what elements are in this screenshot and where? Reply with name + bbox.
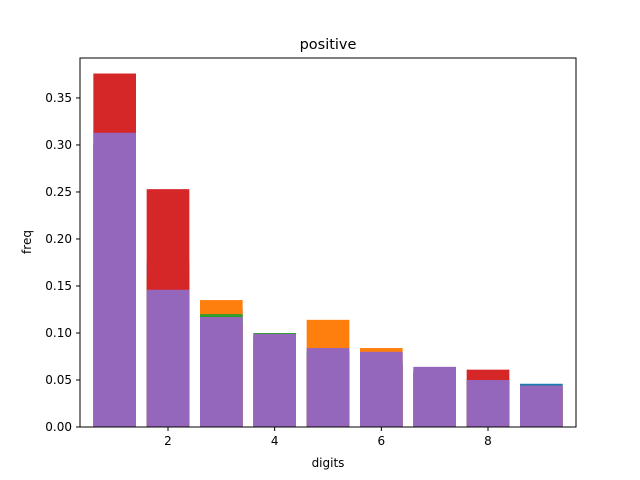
chart-title: positive [300, 37, 357, 53]
y-tick-label: 0.25 [45, 185, 72, 199]
y-tick-label: 0.20 [45, 232, 72, 246]
x-tick-label: 2 [164, 434, 172, 448]
bar-series-5-digit-3 [200, 317, 243, 427]
bar-series-5-digit-7 [413, 366, 456, 427]
x-axis-ticks: 2 4 6 8 [164, 427, 492, 448]
y-tick-label: 0.15 [45, 279, 72, 293]
x-tick-label: 8 [484, 434, 492, 448]
x-axis-label: digits [312, 456, 345, 470]
bar-series-5-digit-8 [466, 379, 510, 427]
bar-series-5-digit-1 [93, 132, 136, 428]
x-tick-label: 6 [378, 434, 386, 448]
y-tick-label: 0.00 [45, 420, 72, 434]
bar-series-5-digit-9 [520, 385, 563, 427]
y-tick-label: 0.05 [45, 373, 72, 387]
plot-frame [79, 57, 577, 428]
bar-series-5-digit-4 [253, 333, 296, 427]
bar-series-5-digit-2 [146, 289, 190, 427]
y-tick-label: 0.30 [45, 138, 72, 152]
y-tick-label: 0.10 [45, 326, 72, 340]
y-axis-ticks: 0.00 0.05 0.10 0.15 0.20 0.25 0.30 0.35 [45, 91, 80, 434]
y-tick-label: 0.35 [45, 91, 72, 105]
bar-series-5-digit-6 [360, 351, 403, 427]
x-tick-label: 4 [271, 434, 279, 448]
bar-series-5-digit-5 [306, 348, 350, 427]
bars-layer [93, 73, 563, 428]
y-axis-label: freq [20, 230, 34, 254]
